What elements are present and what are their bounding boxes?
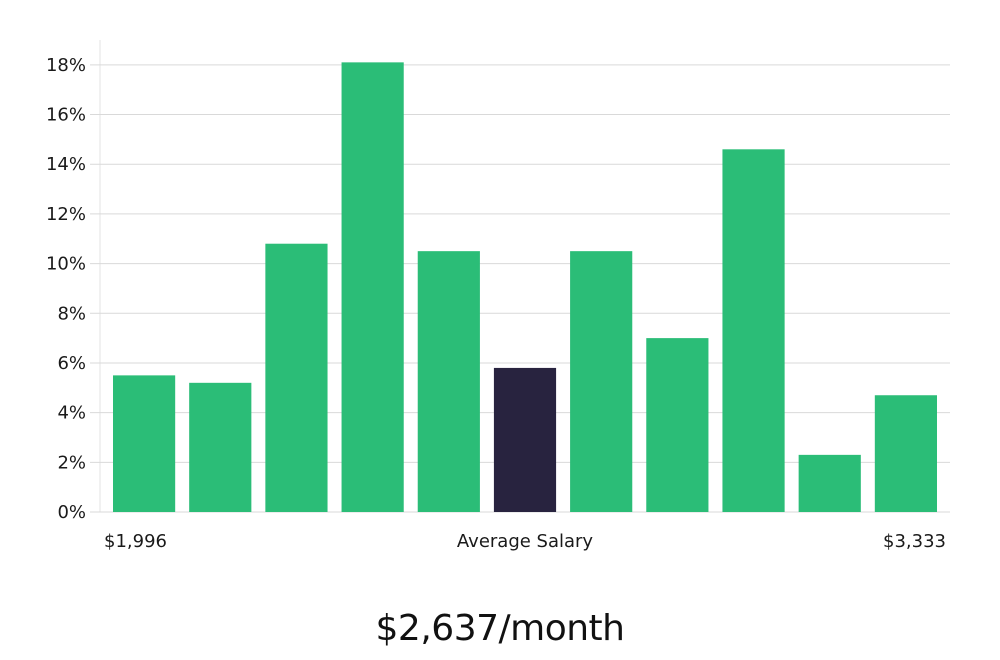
y-tick-label: 4%	[57, 403, 86, 424]
x-min-label: $1,996	[104, 531, 167, 552]
bar	[722, 149, 785, 512]
bar	[113, 375, 176, 512]
bar	[341, 62, 404, 513]
y-tick-label: 12%	[46, 204, 86, 225]
bar	[646, 338, 709, 512]
y-tick-label: 10%	[46, 254, 86, 275]
bar	[189, 382, 252, 512]
y-tick-label: 18%	[46, 55, 86, 76]
bar	[417, 251, 480, 512]
y-tick-label: 8%	[57, 303, 86, 324]
y-tick-label: 2%	[57, 452, 86, 473]
bar	[798, 454, 861, 512]
y-tick-label: 6%	[57, 353, 86, 374]
y-tick-label: 0%	[57, 502, 86, 523]
chart-svg: 0% 2% 4% 6% 8% 10% 12% 14% 16% 18% $1,996 Average…	[46, 40, 950, 552]
x-center-label: Average Salary	[457, 531, 594, 552]
bar	[874, 395, 937, 512]
y-tick-label: 14%	[46, 154, 86, 175]
average-salary-headline: $2,637/month	[375, 608, 625, 649]
y-tick-label: 16%	[46, 105, 86, 126]
x-max-label: $3,333	[883, 531, 946, 552]
bar	[570, 251, 633, 512]
bar	[265, 243, 328, 512]
bar-highlight-average	[493, 367, 557, 512]
salary-distribution-chart: 0% 2% 4% 6% 8% 10% 12% 14% 16% 18% $1,996 Average…	[46, 40, 950, 552]
